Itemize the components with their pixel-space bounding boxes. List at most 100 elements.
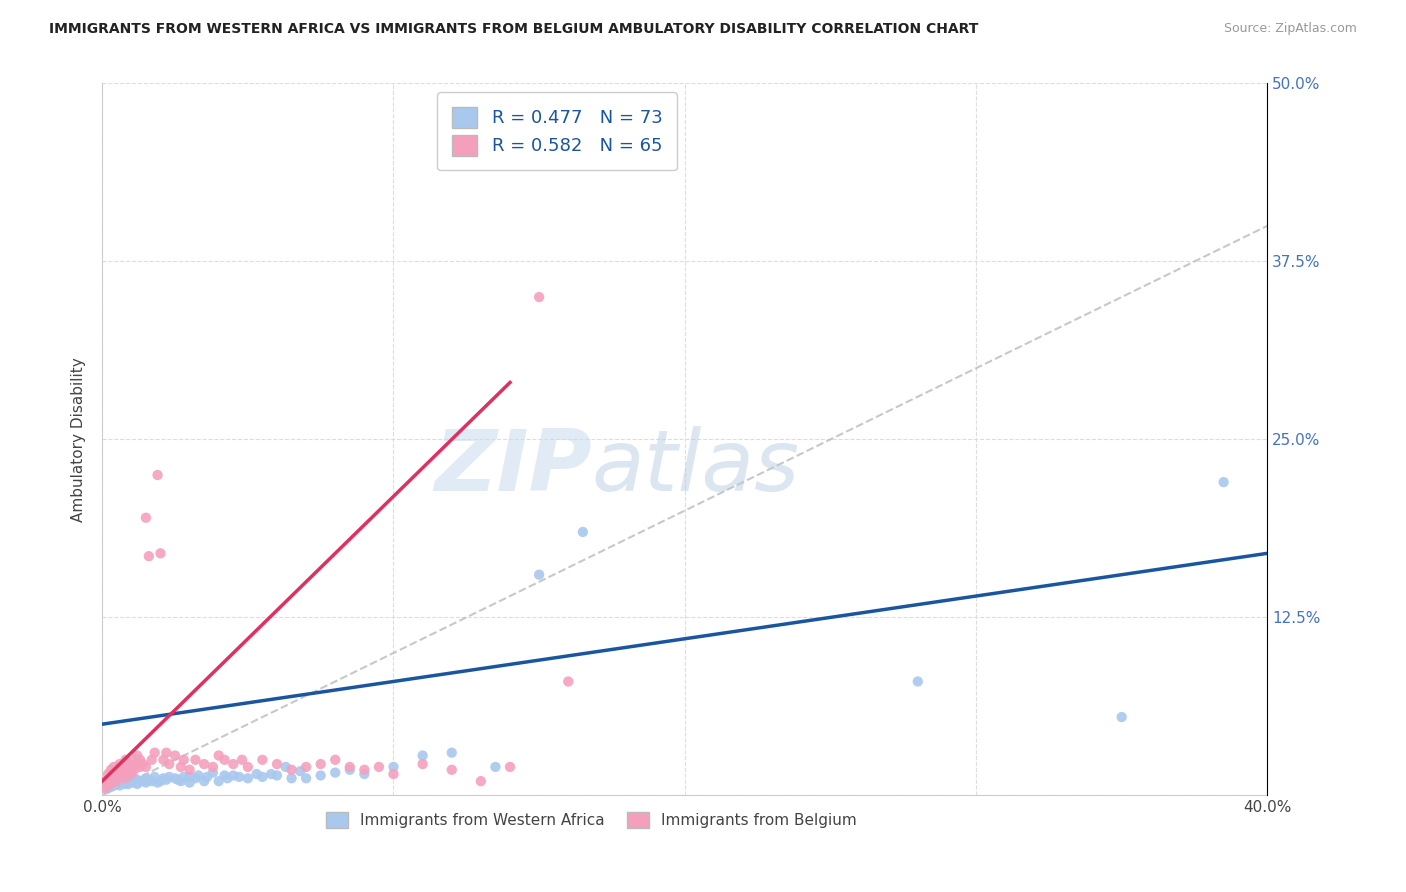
Point	[470, 774, 492, 789]
Point	[1111, 710, 1133, 724]
Point	[146, 468, 169, 483]
Point	[295, 772, 318, 786]
Point	[103, 760, 125, 774]
Point	[114, 772, 136, 786]
Point	[179, 775, 201, 789]
Point	[173, 770, 195, 784]
Point	[108, 763, 131, 777]
Point	[152, 753, 174, 767]
Point	[167, 772, 190, 787]
Point	[155, 772, 177, 787]
Point	[122, 775, 145, 789]
Point	[217, 772, 239, 786]
Point	[1212, 475, 1234, 490]
Point	[163, 772, 186, 786]
Point	[163, 748, 186, 763]
Point	[141, 774, 163, 789]
Point	[157, 757, 180, 772]
Y-axis label: Ambulatory Disability: Ambulatory Disability	[72, 357, 86, 522]
Point	[412, 757, 434, 772]
Point	[499, 760, 522, 774]
Point	[184, 753, 207, 767]
Point	[266, 757, 288, 772]
Point	[201, 760, 224, 774]
Point	[100, 777, 122, 791]
Point	[135, 775, 157, 789]
Point	[280, 772, 302, 786]
Point	[141, 753, 163, 767]
Point	[339, 763, 361, 777]
Point	[149, 546, 172, 560]
Point	[97, 779, 120, 793]
Point	[252, 770, 274, 784]
Point	[120, 760, 142, 774]
Point	[132, 774, 155, 789]
Point	[111, 767, 134, 781]
Point	[907, 674, 929, 689]
Point	[155, 746, 177, 760]
Point	[114, 772, 136, 786]
Point	[179, 763, 201, 777]
Point	[138, 772, 160, 787]
Point	[266, 768, 288, 782]
Point	[117, 774, 139, 789]
Point	[179, 770, 201, 784]
Point	[252, 753, 274, 767]
Point	[382, 767, 405, 781]
Point	[280, 763, 302, 777]
Point	[94, 781, 117, 796]
Point	[353, 767, 375, 781]
Point	[111, 775, 134, 789]
Point	[94, 774, 117, 789]
Point	[120, 774, 142, 789]
Point	[108, 779, 131, 793]
Point	[353, 763, 375, 777]
Point	[149, 774, 172, 789]
Point	[231, 753, 253, 767]
Point	[201, 765, 224, 780]
Point	[195, 770, 218, 784]
Point	[127, 772, 149, 787]
Point	[214, 768, 236, 782]
Text: atlas: atlas	[592, 426, 800, 509]
Point	[440, 763, 463, 777]
Point	[146, 775, 169, 789]
Point	[97, 777, 120, 791]
Point	[187, 768, 209, 782]
Point	[222, 757, 245, 772]
Point	[117, 763, 139, 777]
Point	[120, 767, 142, 781]
Point	[105, 767, 128, 781]
Point	[214, 753, 236, 767]
Point	[127, 748, 149, 763]
Point	[111, 770, 134, 784]
Point	[129, 753, 152, 767]
Point	[127, 777, 149, 791]
Point	[260, 767, 283, 781]
Point	[440, 746, 463, 760]
Point	[132, 757, 155, 772]
Point	[120, 770, 142, 784]
Point	[484, 760, 506, 774]
Point	[208, 774, 231, 789]
Point	[193, 757, 215, 772]
Point	[105, 774, 128, 789]
Point	[527, 290, 550, 304]
Point	[138, 549, 160, 564]
Point	[290, 764, 312, 779]
Point	[274, 760, 297, 774]
Text: IMMIGRANTS FROM WESTERN AFRICA VS IMMIGRANTS FROM BELGIUM AMBULATORY DISABILITY : IMMIGRANTS FROM WESTERN AFRICA VS IMMIGR…	[49, 22, 979, 37]
Point	[323, 753, 346, 767]
Point	[527, 567, 550, 582]
Point	[193, 774, 215, 789]
Point	[122, 763, 145, 777]
Point	[105, 772, 128, 786]
Point	[97, 781, 120, 796]
Point	[295, 760, 318, 774]
Point	[323, 765, 346, 780]
Point	[236, 760, 259, 774]
Point	[382, 760, 405, 774]
Point	[129, 760, 152, 774]
Point	[228, 770, 250, 784]
Point	[94, 781, 117, 796]
